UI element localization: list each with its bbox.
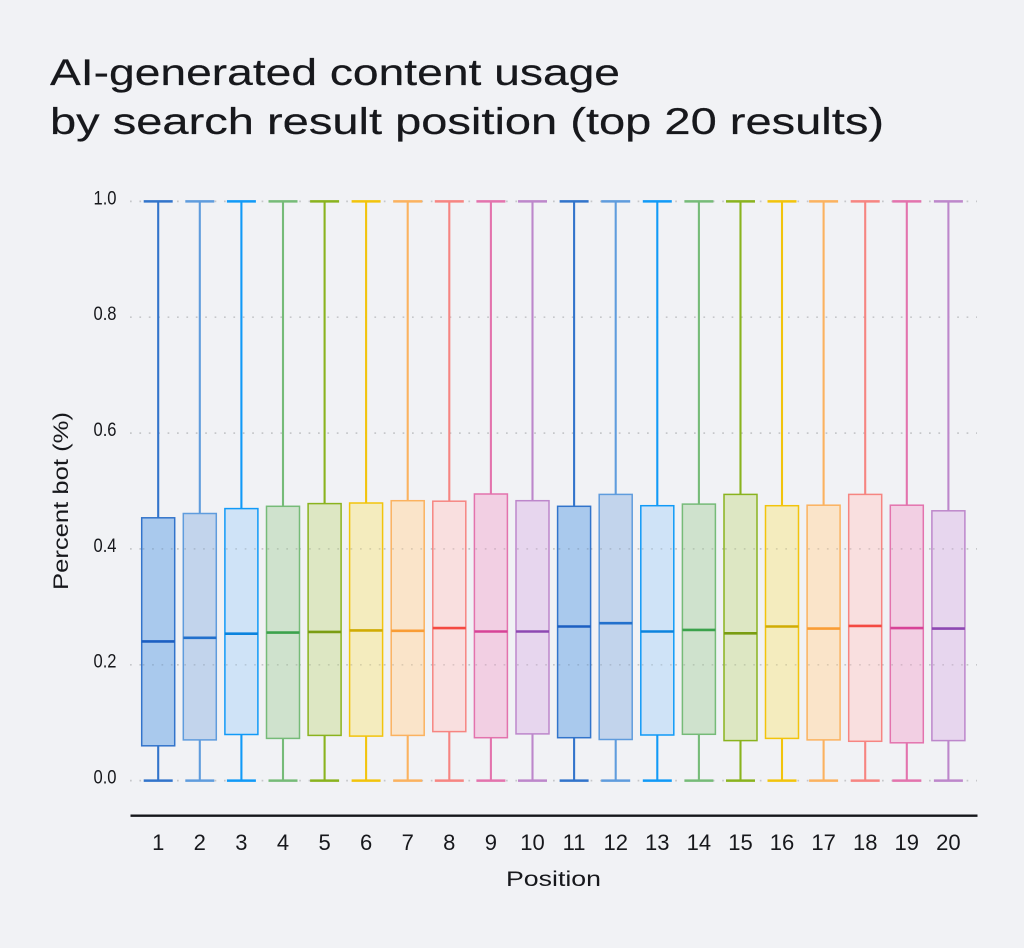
svg-text:Percent bot (%): Percent bot (%): [50, 412, 73, 590]
svg-text:by search result position (top: by search result position (top 20 result…: [50, 101, 884, 142]
svg-text:12: 12: [603, 830, 627, 855]
svg-text:3: 3: [235, 830, 247, 855]
svg-text:7: 7: [402, 830, 414, 855]
svg-text:11: 11: [563, 830, 586, 855]
svg-text:20: 20: [936, 830, 960, 855]
svg-text:0.2: 0.2: [94, 652, 117, 673]
svg-text:2: 2: [194, 830, 206, 855]
svg-text:10: 10: [520, 830, 544, 855]
svg-text:15: 15: [728, 830, 752, 855]
svg-text:0.0: 0.0: [94, 768, 117, 789]
svg-text:14: 14: [687, 830, 711, 855]
svg-text:5: 5: [318, 830, 330, 855]
svg-text:Position: Position: [506, 868, 601, 891]
svg-text:8: 8: [443, 830, 455, 855]
svg-text:17: 17: [811, 830, 835, 855]
svg-text:18: 18: [853, 830, 877, 855]
svg-text:1: 1: [152, 830, 164, 855]
svg-text:0.6: 0.6: [94, 420, 117, 441]
svg-text:19: 19: [895, 830, 919, 855]
svg-text:0.4: 0.4: [94, 536, 117, 557]
svg-text:13: 13: [645, 830, 669, 855]
svg-text:6: 6: [360, 830, 372, 855]
svg-text:16: 16: [770, 830, 794, 855]
svg-text:1.0: 1.0: [94, 188, 117, 209]
svg-text:4: 4: [277, 830, 289, 855]
svg-text:AI-generated content usage: AI-generated content usage: [50, 52, 620, 93]
svg-text:9: 9: [485, 830, 497, 855]
svg-text:0.8: 0.8: [94, 304, 117, 325]
